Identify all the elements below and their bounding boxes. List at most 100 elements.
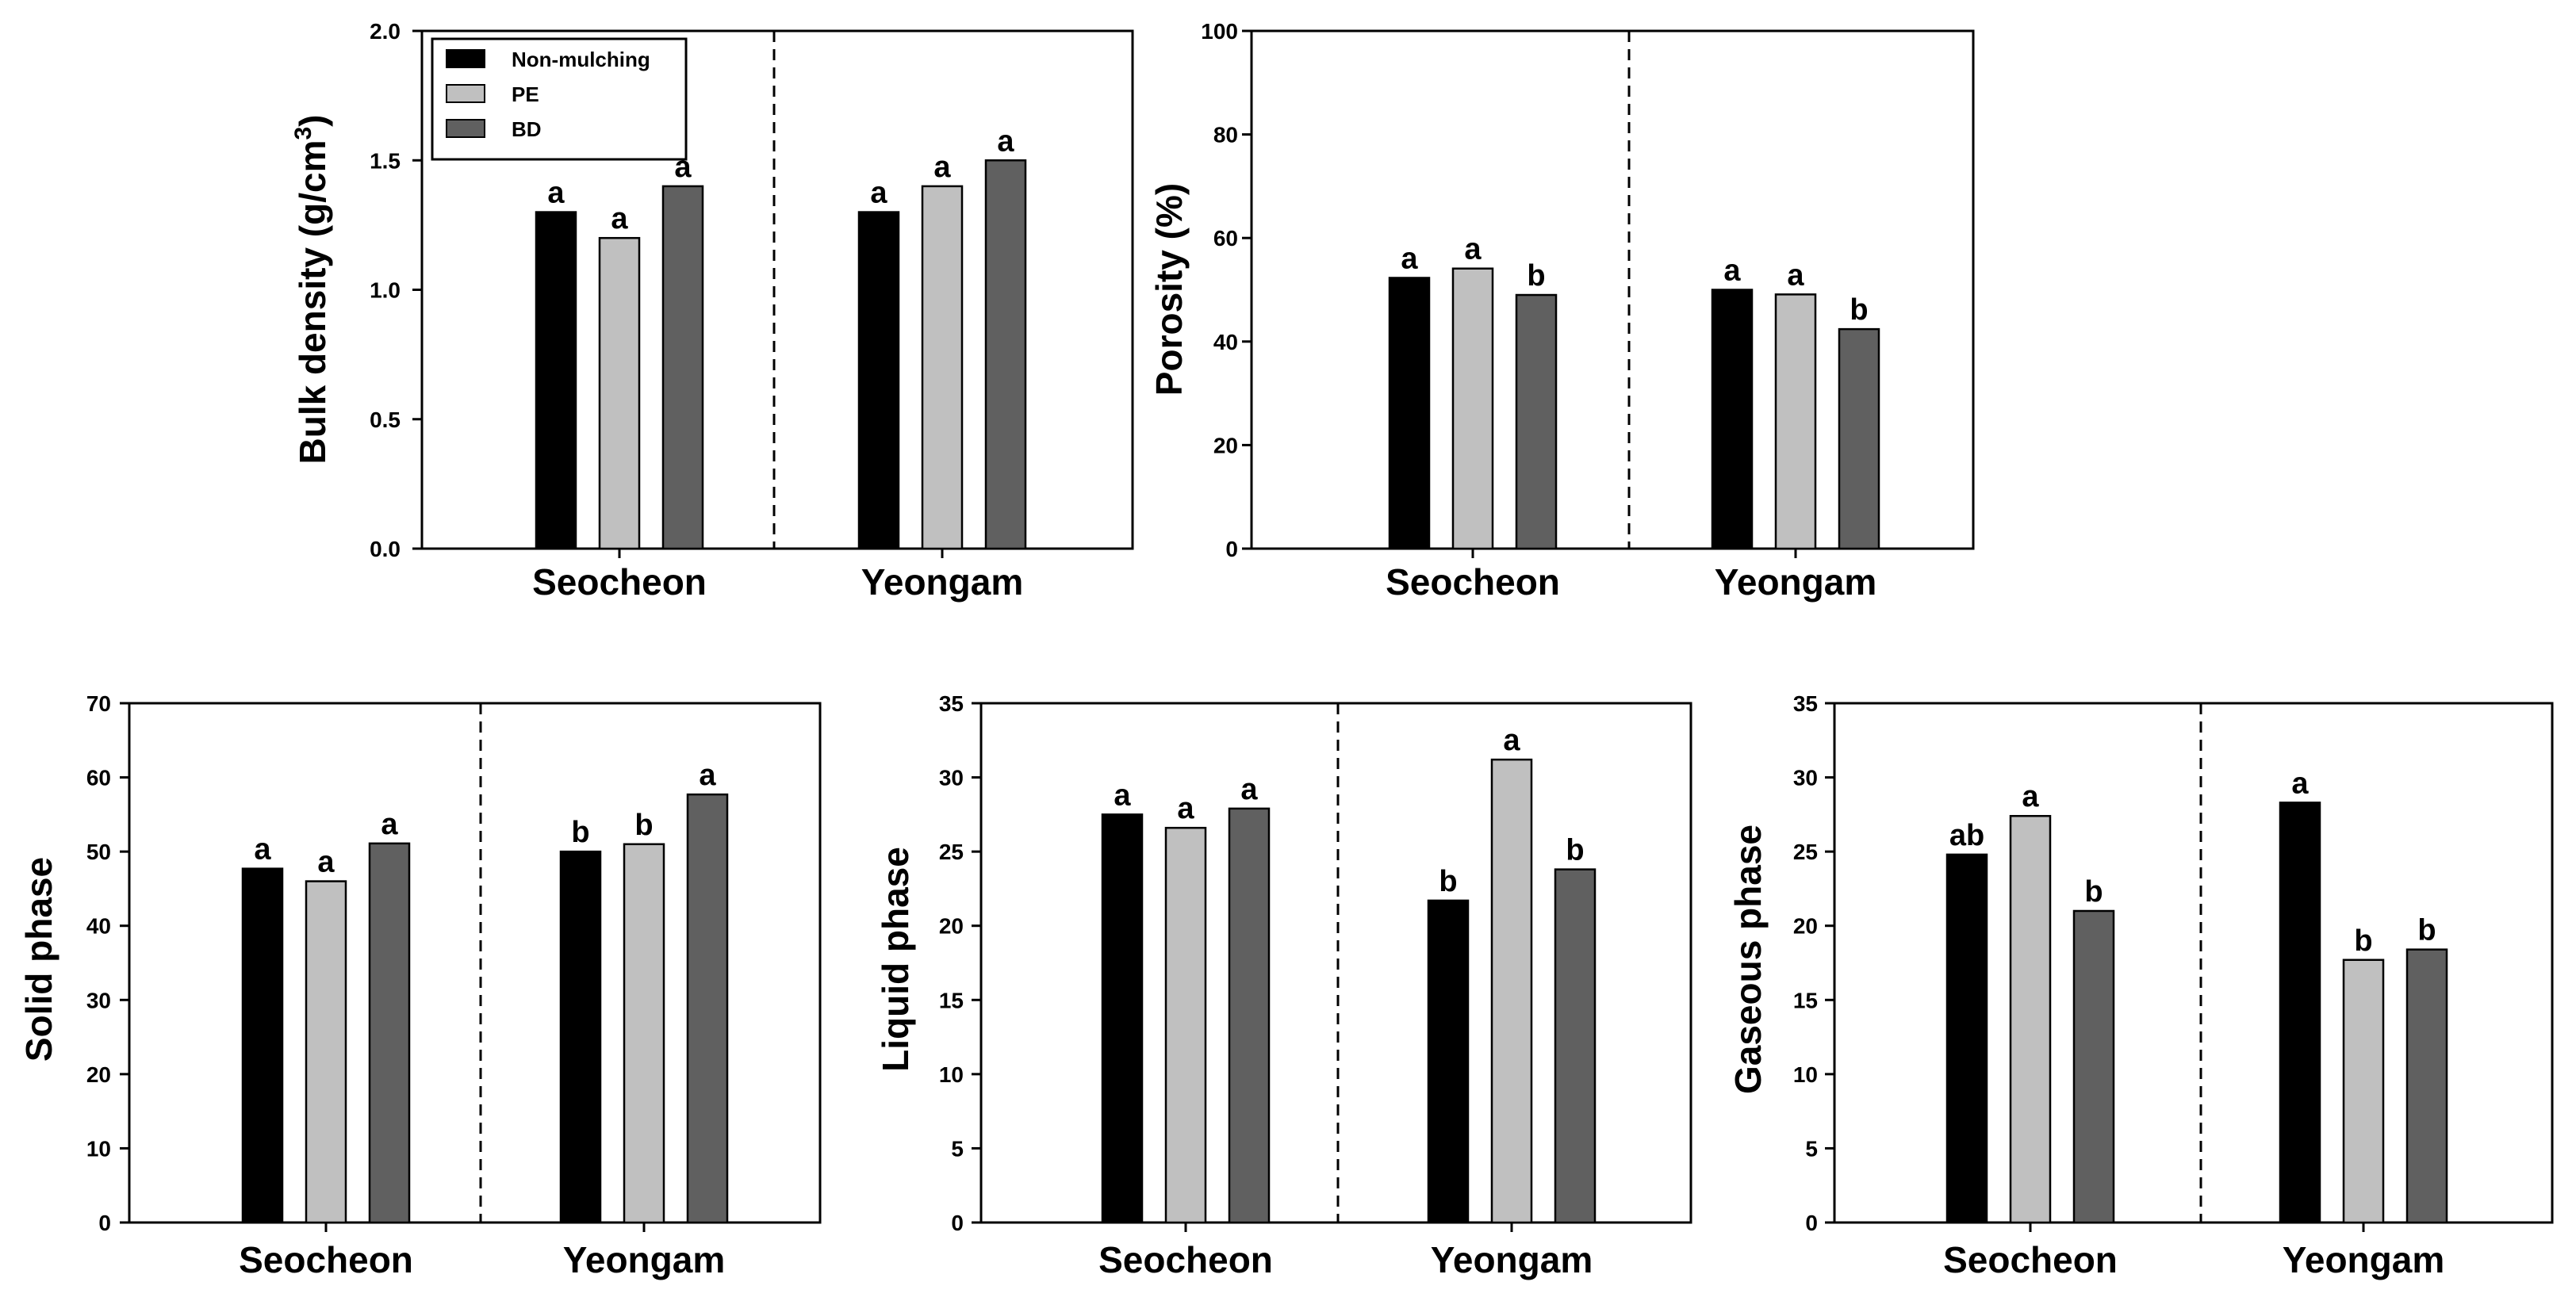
significance-label: a	[1401, 242, 1418, 275]
significance-label: b	[634, 809, 653, 842]
significance-label: a	[1114, 779, 1131, 812]
chart-porosity: 0 20 40 60 80 100 Seocheon Yeongam a a a a b b Porosit…	[1148, 19, 1975, 603]
y-tick-label: 10	[939, 1062, 964, 1087]
bar-non-mulching	[2279, 802, 2321, 1224]
bar-non-mulching	[1101, 813, 1144, 1224]
bar-pe	[598, 236, 641, 550]
x-category-label: Yeongam	[563, 1239, 726, 1280]
legend-box	[431, 37, 688, 161]
plot-frame	[1833, 702, 2554, 1224]
y-tick-label: 25	[1793, 840, 1818, 864]
significance-label: a	[1787, 258, 1804, 292]
bar-pe	[2009, 814, 2052, 1224]
y-tick-label: 60	[86, 766, 111, 790]
y-tick-label: 1.5	[370, 148, 401, 173]
significance-label: b	[571, 816, 589, 849]
bar-pe	[305, 880, 347, 1224]
x-category-label: Seocheon	[1943, 1239, 2118, 1280]
y-axis-title: Porosity (%)	[1148, 183, 1190, 396]
legend-swatch-pe	[446, 84, 485, 103]
bar-non-mulching	[1427, 899, 1470, 1224]
significance-label: a	[699, 759, 716, 792]
x-category-label: Yeongam	[1715, 561, 1877, 603]
significance-label: b	[1566, 834, 1584, 867]
bar-non-mulching	[857, 211, 900, 550]
significance-label: ab	[1949, 819, 1984, 852]
x-category-label: Seocheon	[532, 561, 707, 603]
y-tick-label: 80	[1213, 123, 1238, 147]
bar-bd	[1228, 807, 1271, 1224]
significance-label: a	[1723, 254, 1741, 288]
x-category-label: Yeongam	[1431, 1239, 1593, 1280]
y-tick-label: 50	[86, 840, 111, 864]
y-axis-title: Gaseous phase	[1727, 825, 1769, 1094]
bar-non-mulching	[535, 211, 577, 550]
y-tick-label: 2.0	[370, 19, 401, 44]
significance-label: b	[2417, 914, 2436, 947]
y-tick-label: 40	[86, 914, 111, 939]
bar-bd	[984, 159, 1027, 550]
bar-bd	[2405, 948, 2448, 1224]
y-axis-title: Liquid phase	[875, 847, 916, 1072]
significance-label: a	[933, 151, 951, 184]
bar-pe	[1451, 267, 1494, 550]
significance-label: a	[611, 202, 628, 235]
y-tick-label: 0.5	[370, 408, 401, 432]
bar-bd	[1554, 868, 1597, 1224]
y-tick-label: 10	[1793, 1062, 1818, 1087]
legend-label: BD	[512, 117, 542, 141]
bar-bd	[1515, 293, 1558, 550]
y-tick-label: 35	[1793, 691, 1818, 716]
significance-label: a	[997, 124, 1014, 158]
y-tick-label: 30	[1793, 766, 1818, 790]
bar-bd	[1838, 327, 1880, 550]
bar-bd	[686, 793, 729, 1224]
y-tick-label: 0.0	[370, 537, 401, 561]
bar-non-mulching	[1945, 853, 1988, 1224]
significance-label: b	[2084, 875, 2103, 909]
significance-label: a	[870, 177, 887, 210]
significance-label: a	[1503, 724, 1520, 757]
y-tick-label: 40	[1213, 330, 1238, 354]
y-tick-label: 0	[1805, 1211, 1818, 1235]
bar-non-mulching	[241, 867, 284, 1224]
y-tick-label: 20	[1213, 433, 1238, 457]
bar-bd	[2072, 909, 2115, 1224]
y-axis-title: Solid phase	[18, 857, 59, 1062]
bar-non-mulching	[559, 850, 602, 1224]
bar-pe	[921, 185, 964, 550]
significance-label: a	[254, 833, 271, 867]
y-tick-label: 35	[939, 691, 964, 716]
significance-label: a	[547, 177, 565, 210]
significance-label: b	[1850, 293, 1868, 327]
bar-bd	[368, 842, 411, 1224]
y-tick-label: 1.0	[370, 278, 401, 303]
y-tick-label: 30	[939, 766, 964, 790]
significance-label: a	[2291, 767, 2309, 800]
legend-label: Non-mulching	[512, 48, 650, 71]
legend-swatch-non-mulching	[446, 49, 485, 68]
y-tick-label: 0	[1225, 537, 1238, 561]
x-category-label: Seocheon	[1098, 1239, 1273, 1280]
y-tick-label: 15	[1793, 988, 1818, 1012]
y-tick-label: 60	[1213, 226, 1238, 251]
significance-label: b	[1527, 259, 1545, 293]
bar-pe	[1164, 826, 1207, 1224]
significance-label: a	[1240, 773, 1258, 806]
y-tick-label: 15	[939, 988, 964, 1012]
x-category-label: Yeongam	[2283, 1239, 2445, 1280]
y-tick-label: 5	[1805, 1136, 1818, 1161]
x-category-label: Seocheon	[239, 1239, 413, 1280]
bar-pe	[2342, 959, 2385, 1224]
y-tick-label: 25	[939, 840, 964, 864]
legend-swatch-bd	[446, 119, 485, 138]
y-tick-label: 100	[1201, 19, 1238, 44]
significance-label: b	[1439, 865, 1457, 898]
plot-frame	[128, 702, 822, 1224]
y-tick-label: 0	[951, 1211, 964, 1235]
significance-label: a	[317, 846, 335, 879]
y-tick-label: 10	[86, 1136, 111, 1161]
